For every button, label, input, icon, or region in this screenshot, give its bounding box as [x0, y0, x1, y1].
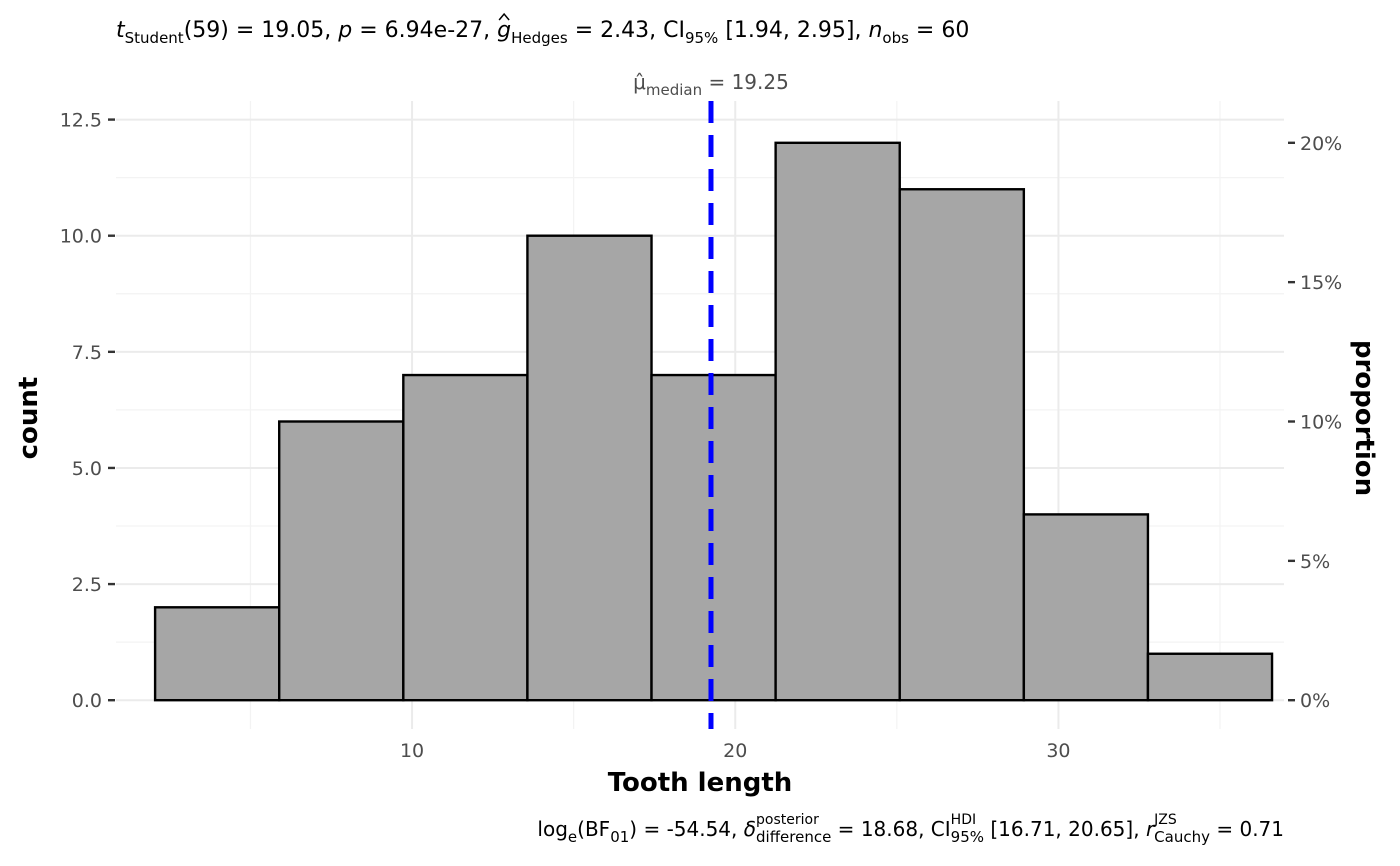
- y-right-tick-label: 0%: [1300, 690, 1330, 712]
- histogram-bar-3: [402, 373, 529, 702]
- r-value: 0.71: [1239, 817, 1284, 841]
- ci-value-caption: [16.71, 20.65]: [990, 817, 1133, 841]
- y-right-tick-label: 15%: [1300, 272, 1342, 294]
- r-sup: JZS: [1153, 812, 1177, 828]
- x-axis: 10 20 30: [400, 740, 1071, 762]
- histogram-bar-1: [153, 606, 281, 702]
- bf-label: (BF: [577, 817, 610, 841]
- y-right-tick-label: 5%: [1300, 551, 1330, 573]
- y-axis-title: count: [14, 377, 44, 460]
- median-value: 19.25: [732, 70, 789, 94]
- histogram-bar-5: [650, 373, 777, 702]
- ci-value: [1.94, 2.95]: [725, 18, 854, 43]
- delta-sup: posterior: [756, 812, 819, 828]
- p-symbol: p: [337, 18, 352, 43]
- g-symbol: g: [497, 18, 511, 43]
- n-sub: obs: [882, 29, 909, 47]
- y-right-tick-label: 20%: [1300, 133, 1342, 155]
- y-tick-label: 0.0: [72, 690, 102, 712]
- ci-sub-caption: 95%: [951, 828, 984, 846]
- log-part: log: [537, 817, 568, 841]
- p-value: 6.94e-27: [385, 18, 483, 43]
- x-tick-label: 30: [1046, 740, 1070, 762]
- histogram-bar-8: [1022, 513, 1150, 702]
- median-sub: median: [646, 81, 702, 99]
- ci-symbol-caption: CI: [931, 817, 951, 841]
- median-layer: μ̂median = 19.25: [633, 70, 789, 729]
- y-tick-label: 12.5: [60, 110, 102, 132]
- g-value: 2.43: [600, 18, 649, 43]
- ci-symbol: CI: [663, 18, 685, 43]
- chart-caption: loge(BF01) = -54.54, δposterior differenc…: [537, 812, 1284, 846]
- n-symbol: n: [868, 18, 882, 43]
- x-tick-label: 20: [723, 740, 747, 762]
- y-axis-left: 0.0 2.5 5.0 7.5 10.0 12.5: [60, 110, 115, 712]
- y-tick-label: 7.5: [72, 342, 102, 364]
- median-label: μ̂median = 19.25: [633, 70, 789, 99]
- t-sub: Student: [125, 29, 184, 47]
- x-axis-title: Tooth length: [608, 768, 793, 798]
- y-axis-right-title: proportion: [1349, 340, 1379, 496]
- delta-sub: difference: [756, 828, 831, 846]
- y-right-tick-label: 10%: [1300, 412, 1342, 434]
- median-eq: =: [702, 70, 731, 94]
- n-value: 60: [941, 18, 969, 43]
- histogram-bar-7: [898, 188, 1026, 702]
- y-tick-label: 2.5: [72, 574, 102, 596]
- t-df: (59): [184, 18, 229, 43]
- t-symbol: t: [116, 18, 126, 43]
- y-tick-label: 10.0: [60, 226, 102, 248]
- median-symbol: μ̂: [633, 70, 646, 94]
- chart-subtitle: tStudent(59) = 19.05, p = 6.94e-27, gHed…: [116, 18, 969, 47]
- ci-sup: HDI: [951, 812, 976, 828]
- bars-layer: [153, 141, 1274, 702]
- log-sub: e: [568, 828, 577, 846]
- histogram-bar-6: [774, 141, 901, 702]
- g-hat-icon: [498, 12, 510, 21]
- bf-sub: 01: [610, 828, 629, 846]
- ci-sub: 95%: [685, 29, 718, 47]
- histogram-bar-2: [278, 420, 405, 702]
- bf-value: -54.54: [667, 817, 731, 841]
- t-value: 19.05: [261, 18, 324, 43]
- histogram-bar-9: [1146, 652, 1274, 702]
- x-tick-label: 10: [400, 740, 424, 762]
- delta-value: 18.68: [861, 817, 918, 841]
- delta-symbol: δ: [744, 817, 756, 841]
- r-symbol: r: [1146, 817, 1156, 841]
- y-tick-label: 5.0: [72, 458, 102, 480]
- y-axis-right: 0% 5% 10% 15% 20%: [1288, 133, 1342, 712]
- r-sub: Cauchy: [1154, 828, 1210, 846]
- histogram-bar-4: [526, 234, 653, 702]
- g-sub: Hedges: [511, 29, 568, 47]
